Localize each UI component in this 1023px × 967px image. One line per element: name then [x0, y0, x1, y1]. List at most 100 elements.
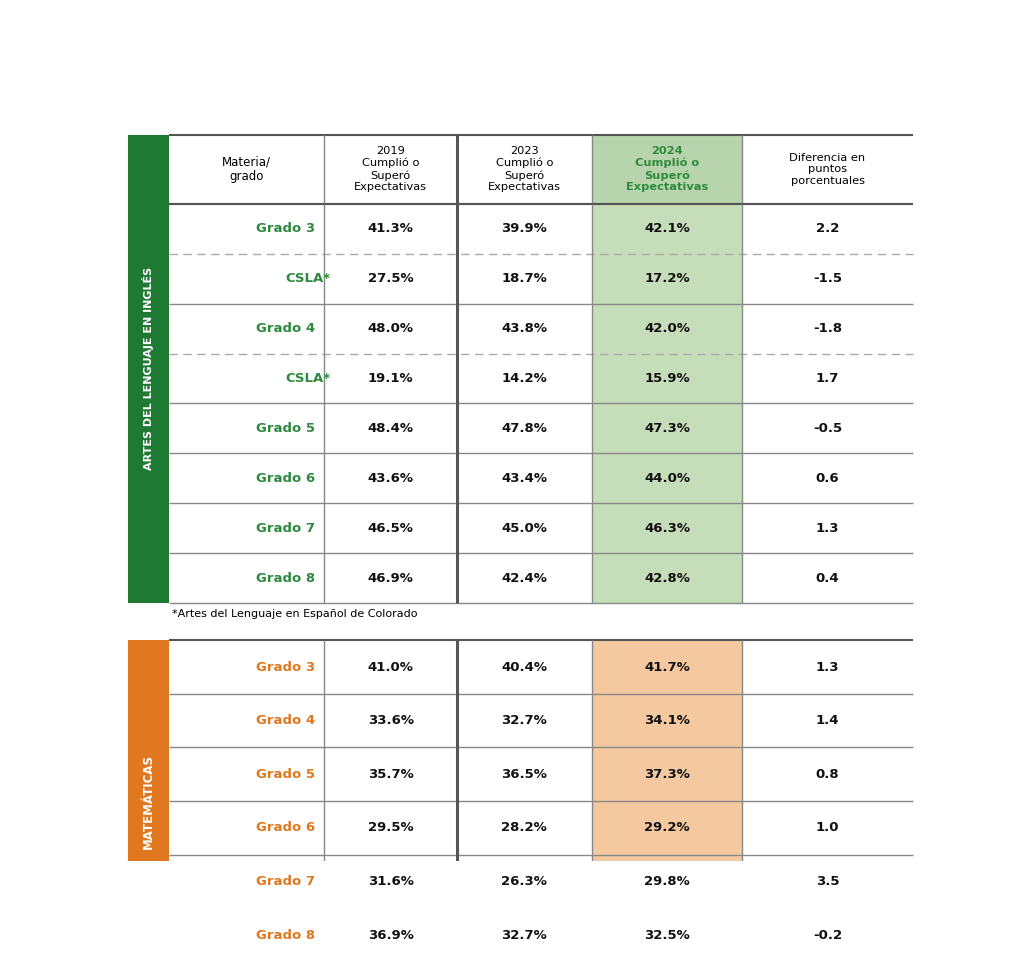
- Bar: [743, 801, 913, 855]
- Text: 40.4%: 40.4%: [501, 660, 547, 674]
- Text: ARTES DEL LENGUAJE EN INGLÉS: ARTES DEL LENGUAJE EN INGLÉS: [142, 267, 154, 470]
- Bar: [591, 134, 743, 204]
- Bar: [169, 204, 591, 253]
- Text: 41.0%: 41.0%: [367, 660, 413, 674]
- Text: Grado 6: Grado 6: [256, 472, 315, 484]
- Text: Grado 3: Grado 3: [256, 222, 315, 235]
- Text: 43.4%: 43.4%: [501, 472, 547, 484]
- Bar: [591, 553, 743, 603]
- Bar: [743, 855, 913, 908]
- Bar: [169, 801, 591, 855]
- Text: 18.7%: 18.7%: [501, 273, 547, 285]
- Text: 3.5: 3.5: [815, 875, 839, 888]
- Text: 1.4: 1.4: [815, 715, 839, 727]
- Text: 2024
Cumplió o
Superó
Expectativas: 2024 Cumplió o Superó Expectativas: [626, 146, 708, 192]
- Bar: [169, 253, 591, 304]
- Bar: [743, 454, 913, 503]
- Text: *Artes del Lenguaje en Español de Colorado: *Artes del Lenguaje en Español de Colora…: [172, 609, 417, 619]
- Text: 39.9%: 39.9%: [501, 222, 547, 235]
- Text: 1.7: 1.7: [816, 372, 839, 385]
- Bar: [169, 908, 591, 962]
- Text: 28.2%: 28.2%: [501, 821, 547, 835]
- Text: 17.2%: 17.2%: [644, 273, 690, 285]
- Text: 44.0%: 44.0%: [644, 472, 690, 484]
- Bar: [591, 747, 743, 801]
- Text: 0.8: 0.8: [815, 768, 839, 780]
- Text: Grado 8: Grado 8: [256, 571, 315, 585]
- Bar: [591, 694, 743, 747]
- Text: 45.0%: 45.0%: [501, 521, 547, 535]
- Text: -0.2: -0.2: [813, 928, 842, 942]
- Bar: [743, 354, 913, 403]
- Text: 29.5%: 29.5%: [368, 821, 413, 835]
- Text: 42.4%: 42.4%: [501, 571, 547, 585]
- Text: Grado 4: Grado 4: [256, 715, 315, 727]
- Bar: [169, 747, 591, 801]
- Bar: [169, 454, 591, 503]
- Text: 43.8%: 43.8%: [501, 322, 547, 336]
- Text: 42.0%: 42.0%: [644, 322, 690, 336]
- Bar: [743, 747, 913, 801]
- Text: 27.5%: 27.5%: [368, 273, 413, 285]
- Text: 26.3%: 26.3%: [501, 875, 547, 888]
- Bar: [743, 908, 913, 962]
- Text: 32.5%: 32.5%: [644, 928, 690, 942]
- Text: 47.3%: 47.3%: [644, 422, 690, 435]
- Text: 0.4: 0.4: [815, 571, 839, 585]
- Text: -1.8: -1.8: [813, 322, 842, 336]
- Text: Grado 4: Grado 4: [256, 322, 315, 336]
- Text: 29.8%: 29.8%: [644, 875, 690, 888]
- Text: 46.3%: 46.3%: [644, 521, 690, 535]
- Bar: [591, 204, 743, 253]
- Text: 48.4%: 48.4%: [367, 422, 413, 435]
- Bar: [591, 304, 743, 354]
- Bar: [743, 503, 913, 553]
- Text: 34.1%: 34.1%: [644, 715, 690, 727]
- Text: 2023
Cumplió o
Superó
Expectativas: 2023 Cumplió o Superó Expectativas: [488, 146, 561, 192]
- Text: 32.7%: 32.7%: [501, 715, 547, 727]
- Bar: [591, 801, 743, 855]
- Bar: [743, 134, 913, 204]
- Bar: [591, 454, 743, 503]
- Text: 48.0%: 48.0%: [367, 322, 413, 336]
- Text: Grado 8: Grado 8: [256, 928, 315, 942]
- Text: 43.6%: 43.6%: [367, 472, 413, 484]
- Bar: [591, 640, 743, 694]
- Text: 1.3: 1.3: [815, 660, 839, 674]
- Text: Diferencia en
puntos
porcentuales: Diferencia en puntos porcentuales: [790, 153, 865, 186]
- Bar: [743, 204, 913, 253]
- Text: 47.8%: 47.8%: [501, 422, 547, 435]
- Text: 42.1%: 42.1%: [644, 222, 690, 235]
- Bar: [743, 253, 913, 304]
- Text: 1.3: 1.3: [815, 521, 839, 535]
- Text: 37.3%: 37.3%: [644, 768, 690, 780]
- Text: 0.6: 0.6: [815, 472, 839, 484]
- Text: 36.9%: 36.9%: [367, 928, 413, 942]
- Text: 46.5%: 46.5%: [367, 521, 413, 535]
- Bar: [169, 640, 591, 694]
- Bar: [169, 694, 591, 747]
- Text: -1.5: -1.5: [813, 273, 842, 285]
- Bar: [743, 640, 913, 694]
- Bar: [591, 253, 743, 304]
- Text: 1.0: 1.0: [815, 821, 839, 835]
- Bar: [169, 354, 591, 403]
- Bar: [128, 134, 169, 603]
- Text: CSLA*: CSLA*: [285, 372, 330, 385]
- Bar: [169, 503, 591, 553]
- Bar: [169, 134, 591, 204]
- Text: 14.2%: 14.2%: [501, 372, 547, 385]
- Text: 15.9%: 15.9%: [644, 372, 690, 385]
- Text: 36.5%: 36.5%: [501, 768, 547, 780]
- Text: 35.7%: 35.7%: [368, 768, 413, 780]
- Bar: [591, 855, 743, 908]
- Text: Grado 7: Grado 7: [256, 521, 315, 535]
- Bar: [743, 403, 913, 454]
- Text: 2019
Cumplió o
Superó
Expectativas: 2019 Cumplió o Superó Expectativas: [354, 146, 428, 192]
- Text: Materia/
grado: Materia/ grado: [222, 156, 271, 184]
- Bar: [743, 694, 913, 747]
- Text: Grado 3: Grado 3: [256, 660, 315, 674]
- Text: 46.9%: 46.9%: [367, 571, 413, 585]
- Text: Grado 7: Grado 7: [256, 875, 315, 888]
- Text: 41.3%: 41.3%: [367, 222, 413, 235]
